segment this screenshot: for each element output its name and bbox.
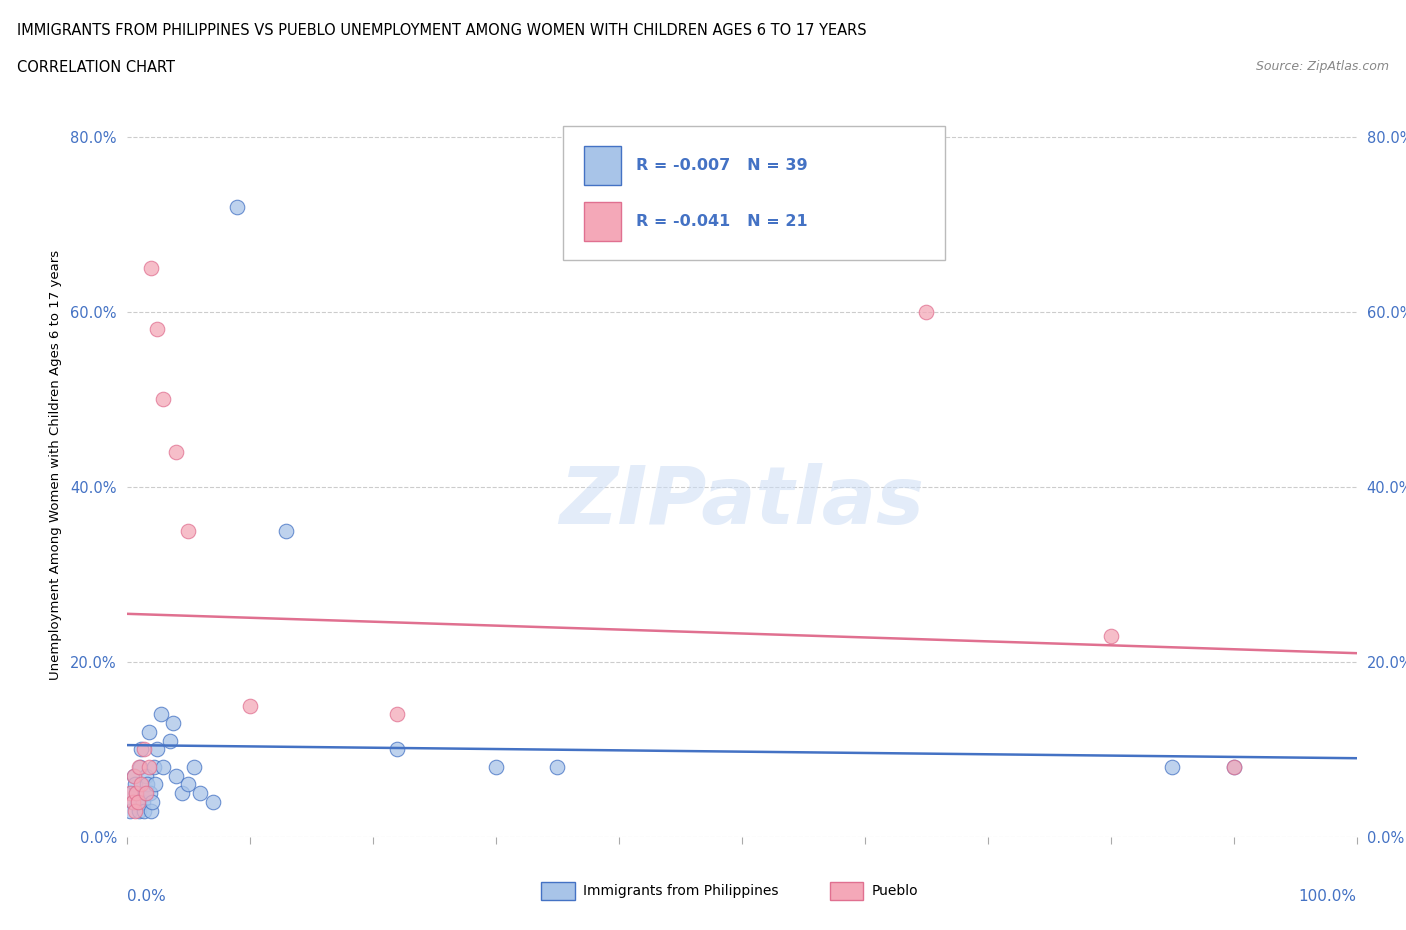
Text: CORRELATION CHART: CORRELATION CHART [17, 60, 174, 75]
Text: Pueblo: Pueblo [872, 884, 918, 898]
Y-axis label: Unemployment Among Women with Children Ages 6 to 17 years: Unemployment Among Women with Children A… [49, 250, 62, 680]
Point [150, 707, 172, 722]
Bar [830, 882, 863, 900]
Text: IMMIGRANTS FROM PHILIPPINES VS PUEBLO UNEMPLOYMENT AMONG WOMEN WITH CHILDREN AGE: IMMIGRANTS FROM PHILIPPINES VS PUEBLO UN… [17, 23, 866, 38]
Point [385, 742, 409, 757]
Text: Source: ZipAtlas.com: Source: ZipAtlas.com [1256, 60, 1389, 73]
Point [146, 742, 169, 757]
FancyBboxPatch shape [585, 146, 621, 185]
FancyBboxPatch shape [564, 126, 945, 260]
Point [141, 794, 163, 809]
Text: Immigrants from Philippines: Immigrants from Philippines [583, 884, 779, 898]
Point [129, 742, 153, 757]
Point [915, 304, 938, 319]
Point [120, 804, 142, 818]
Text: R = -0.041   N = 21: R = -0.041 N = 21 [636, 214, 807, 229]
Point [139, 786, 162, 801]
Point [121, 794, 143, 809]
Point [141, 804, 162, 818]
Bar [541, 882, 575, 900]
Point [1161, 760, 1184, 775]
Point [152, 760, 174, 775]
Point [146, 322, 169, 337]
Point [135, 768, 157, 783]
Point [183, 760, 205, 775]
Point [124, 804, 146, 818]
Point [165, 445, 187, 459]
Point [122, 768, 145, 783]
Point [159, 733, 181, 748]
Point [127, 794, 149, 809]
Point [138, 760, 160, 775]
Text: R = -0.007   N = 39: R = -0.007 N = 39 [636, 158, 807, 173]
Point [136, 777, 159, 792]
Point [132, 742, 155, 757]
Point [121, 794, 143, 809]
Text: 0.0%: 0.0% [127, 889, 166, 904]
Point [131, 794, 153, 809]
Point [239, 698, 262, 713]
Point [138, 724, 160, 739]
Point [162, 716, 184, 731]
Point [143, 777, 166, 792]
Point [134, 786, 156, 801]
Point [385, 707, 409, 722]
Point [1099, 629, 1122, 644]
Text: 100.0%: 100.0% [1299, 889, 1357, 904]
Point [276, 524, 298, 538]
Point [165, 768, 187, 783]
Point [120, 786, 142, 801]
Point [546, 760, 568, 775]
Point [129, 760, 152, 775]
Point [177, 777, 200, 792]
Point [128, 804, 150, 818]
Point [1222, 760, 1246, 775]
Point [141, 260, 162, 275]
Point [128, 760, 150, 775]
Point [177, 524, 200, 538]
Point [1222, 760, 1246, 775]
Point [226, 199, 249, 214]
Point [129, 777, 153, 792]
FancyBboxPatch shape [585, 202, 621, 241]
Point [142, 760, 165, 775]
Point [484, 760, 508, 775]
Point [127, 794, 149, 809]
Point [125, 786, 148, 801]
Point [188, 786, 211, 801]
Point [124, 777, 146, 792]
Point [170, 786, 193, 801]
Point [135, 786, 157, 801]
Point [122, 768, 145, 783]
Point [152, 392, 174, 406]
Point [132, 804, 155, 818]
Point [201, 794, 224, 809]
Point [120, 786, 143, 801]
Point [125, 786, 148, 801]
Text: ZIPatlas: ZIPatlas [560, 463, 924, 541]
